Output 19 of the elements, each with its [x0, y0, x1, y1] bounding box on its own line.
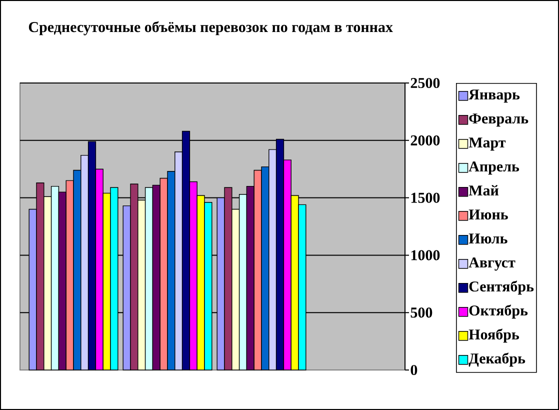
- y-tick-label: 0: [410, 364, 418, 376]
- y-tick-label: 500: [410, 308, 432, 318]
- legend-label: Июнь: [468, 210, 508, 220]
- legend-label: Апрель: [468, 161, 520, 175]
- legend-label: Февраль: [469, 114, 528, 127]
- legend-label: Июль: [468, 234, 508, 244]
- legend-label: Январь: [468, 90, 520, 103]
- legend-label: Август: [468, 257, 516, 271]
- legend-label: Май: [468, 185, 499, 196]
- y-tick-label: 2500: [410, 78, 440, 88]
- legend-label: Сентябрь: [469, 280, 534, 295]
- y-tick-label: 2000: [410, 135, 440, 146]
- legend-label: Декабрь: [468, 352, 526, 367]
- chart-title: Среднесуточные объёмы перевозок по годам в тоннах: [28, 21, 393, 36]
- y-tick-label: 1000: [411, 250, 440, 260]
- legend-label: Март: [468, 138, 506, 151]
- y-tick-label: 1500: [411, 192, 440, 203]
- legend-label: Ноябрь: [468, 328, 520, 343]
- legend-label: Октябрь: [469, 304, 528, 319]
